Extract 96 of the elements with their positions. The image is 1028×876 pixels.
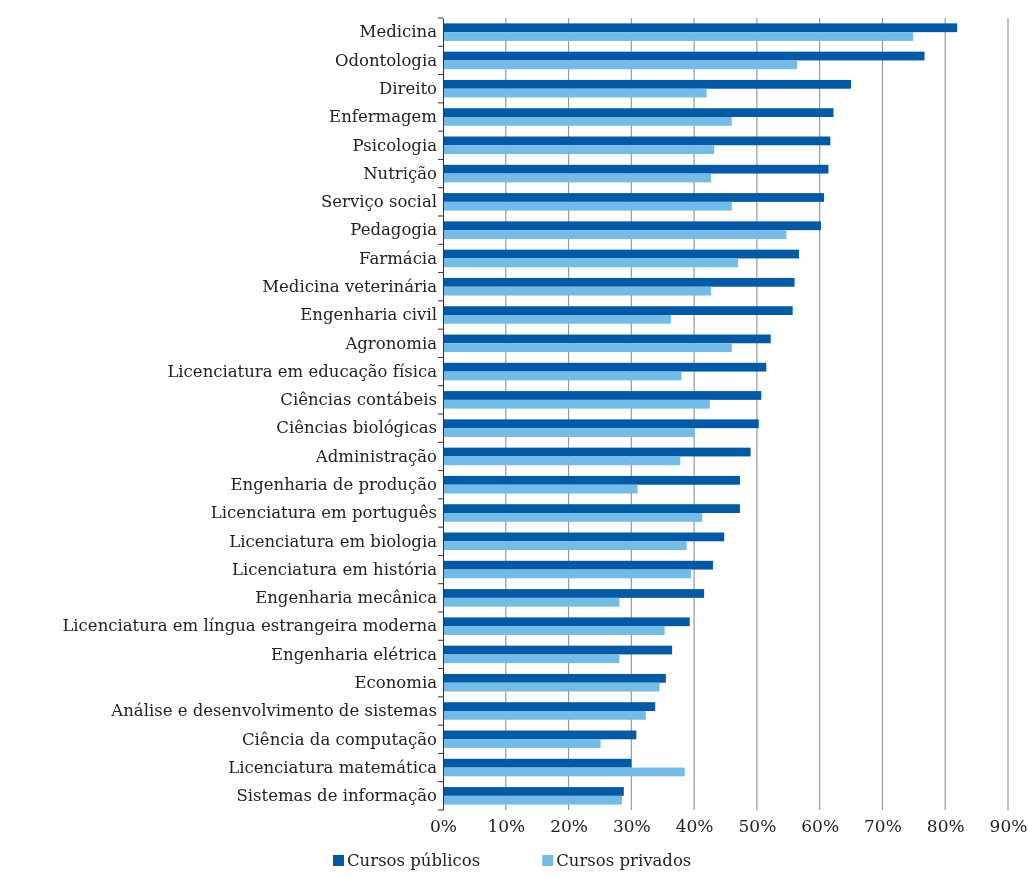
bar xyxy=(443,306,793,315)
y-tick-label: Licenciatura em biologia xyxy=(229,531,438,551)
x-tick-label: 30% xyxy=(612,816,651,837)
y-tick-label: Enfermagem xyxy=(329,107,438,127)
bar xyxy=(443,447,751,457)
y-tick-label: Odontologia xyxy=(334,50,438,70)
bar xyxy=(443,32,914,41)
legend-label: Cursos públicos xyxy=(347,851,481,870)
x-tick-label: 80% xyxy=(926,816,965,837)
bar xyxy=(443,51,925,61)
bar xyxy=(443,391,762,400)
y-tick-label: Engenharia civil xyxy=(300,305,437,325)
y-tick-label: Ciência da computação xyxy=(241,729,438,749)
bar xyxy=(443,419,759,429)
y-tick-label: Licenciatura em português xyxy=(210,503,437,523)
y-tick-label: Medicina xyxy=(359,22,438,42)
x-tick-label: 70% xyxy=(864,816,902,837)
x-tick-label: 90% xyxy=(989,816,1028,837)
bar xyxy=(443,739,601,749)
y-tick-label: Análise e desenvolvimento de sistemas xyxy=(110,701,437,721)
y-tick-label: Serviço social xyxy=(320,192,437,212)
bar xyxy=(443,711,646,720)
bar xyxy=(443,767,685,777)
bar xyxy=(443,475,740,485)
y-tick-label: Engenharia elétrica xyxy=(270,644,438,664)
bar xyxy=(443,258,739,268)
bar xyxy=(443,730,637,740)
y-tick-label: Engenharia de produção xyxy=(230,474,438,494)
y-tick-label: Ciências contábeis xyxy=(280,390,437,410)
x-tick-label: 60% xyxy=(801,816,840,837)
y-tick-label: Ciências biológicas xyxy=(276,418,437,438)
bar xyxy=(443,504,740,513)
bar xyxy=(443,145,715,155)
bar xyxy=(443,79,852,89)
bar xyxy=(443,164,829,174)
y-tick-label: Agronomia xyxy=(344,333,438,353)
bar xyxy=(443,136,831,146)
y-tick-label: Licenciatura em língua estrangeira moderna xyxy=(62,616,438,636)
y-tick-label: Licenciatura matemática xyxy=(228,757,438,777)
x-tick-label: 0% xyxy=(430,816,457,837)
bar xyxy=(443,117,732,126)
y-tick-label: Direito xyxy=(379,78,438,98)
y-tick-label: Licenciatura em educação física xyxy=(167,361,438,381)
bar xyxy=(443,513,703,522)
bar xyxy=(443,399,710,409)
bar xyxy=(443,626,665,635)
bar xyxy=(443,589,705,598)
bar xyxy=(443,654,620,664)
x-tick-label: 10% xyxy=(487,816,526,837)
bar xyxy=(443,645,673,655)
bar xyxy=(443,597,620,607)
x-tick-label: 50% xyxy=(738,816,777,837)
bar xyxy=(443,569,691,579)
legend-label: Cursos privados xyxy=(556,851,692,870)
y-tick-label: Psicologia xyxy=(352,135,438,155)
bar xyxy=(443,315,671,324)
y-tick-label: Administração xyxy=(314,446,438,466)
bar xyxy=(443,541,687,551)
bar xyxy=(443,249,799,259)
bar xyxy=(443,682,660,692)
bar xyxy=(443,484,638,494)
bar xyxy=(443,286,712,296)
bar xyxy=(443,173,712,183)
bar xyxy=(443,560,713,570)
bar xyxy=(443,334,771,344)
bar xyxy=(443,371,682,381)
y-tick-label: Farmácia xyxy=(359,248,438,268)
bar xyxy=(443,277,795,287)
bar xyxy=(443,702,656,711)
y-tick-label: Sistemas de informação xyxy=(236,786,438,806)
bar xyxy=(443,193,825,202)
y-tick-label: Licenciatura em história xyxy=(231,559,438,579)
bar xyxy=(443,617,690,627)
y-tick-label: Medicina veterinária xyxy=(262,276,438,296)
bar xyxy=(443,60,798,70)
y-tick-label: Engenharia mecânica xyxy=(255,588,438,608)
bar xyxy=(443,230,787,239)
bar xyxy=(443,673,666,683)
bar xyxy=(443,201,732,211)
bar xyxy=(443,343,732,353)
bar xyxy=(443,108,834,117)
bar xyxy=(443,428,695,437)
y-tick-label: Pedagogia xyxy=(350,220,438,240)
bar xyxy=(443,88,707,98)
x-tick-label: 20% xyxy=(550,816,588,837)
bar xyxy=(443,23,958,33)
bar xyxy=(443,787,624,796)
bar xyxy=(443,221,821,231)
bar xyxy=(443,758,632,768)
bar xyxy=(443,362,767,372)
y-tick-label: Nutrição xyxy=(363,163,438,183)
y-tick-label: Economia xyxy=(354,672,438,692)
bar xyxy=(443,456,681,466)
bar xyxy=(443,532,725,542)
x-tick-label: 40% xyxy=(675,816,714,837)
bar xyxy=(443,795,622,805)
